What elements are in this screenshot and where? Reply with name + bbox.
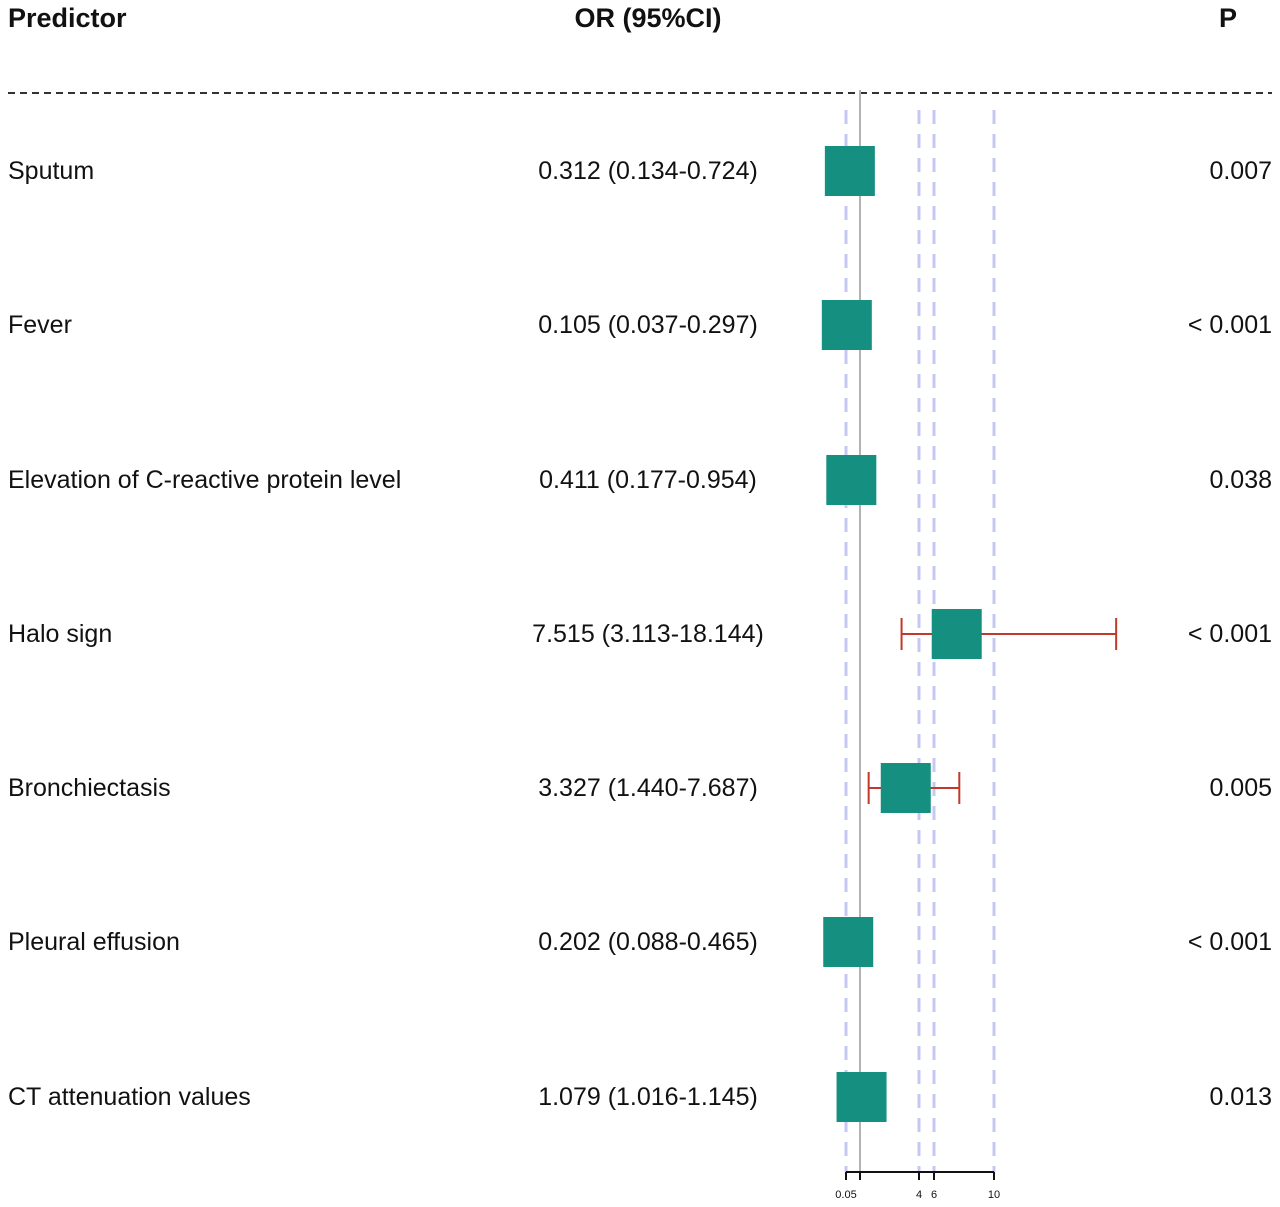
predictor-label: CT attenuation values	[8, 1083, 251, 1111]
p-value: < 0.001	[1187, 620, 1272, 648]
p-value: 0.013	[1209, 1083, 1272, 1111]
predictor-label: Elevation of C-reactive protein level	[8, 466, 402, 494]
or-ci-value: 1.079 (1.016-1.145)	[538, 1083, 758, 1111]
or-ci-value: 3.327 (1.440-7.687)	[538, 774, 758, 802]
p-value: 0.005	[1209, 774, 1272, 802]
or-point-box	[836, 1072, 887, 1122]
x-tick-label: 4	[916, 1189, 922, 1201]
p-value: 0.007	[1209, 157, 1272, 185]
or-point-box	[823, 917, 874, 967]
x-tick-label: 10	[988, 1189, 1000, 1201]
p-value: < 0.001	[1187, 928, 1272, 956]
x-tick-label: 0.05	[835, 1189, 856, 1201]
header-predictor: Predictor	[8, 3, 127, 33]
predictor-label: Halo sign	[8, 620, 113, 648]
predictor-label: Bronchiectasis	[8, 774, 171, 802]
or-point-box	[824, 146, 875, 196]
or-point-box	[880, 763, 931, 813]
or-point-box	[821, 300, 872, 350]
p-value: < 0.001	[1187, 311, 1272, 339]
predictor-label: Sputum	[8, 157, 95, 185]
or-point-box	[931, 609, 982, 659]
header-p: P	[1218, 3, 1238, 33]
or-point-box	[826, 455, 877, 505]
predictor-label: Pleural effusion	[8, 928, 180, 956]
p-value: 0.038	[1209, 466, 1272, 494]
or-ci-value: 0.411 (0.177-0.954)	[539, 466, 757, 494]
or-ci-value: 0.105 (0.037-0.297)	[538, 311, 758, 339]
or-ci-value: 0.312 (0.134-0.724)	[538, 157, 758, 185]
header-or-ci: OR (95%CI)	[574, 3, 722, 33]
x-tick-label: 6	[931, 1189, 937, 1201]
predictor-label: Fever	[8, 311, 72, 339]
or-ci-value: 7.515 (3.113-18.144)	[532, 620, 764, 648]
or-ci-value: 0.202 (0.088-0.465)	[538, 928, 758, 956]
